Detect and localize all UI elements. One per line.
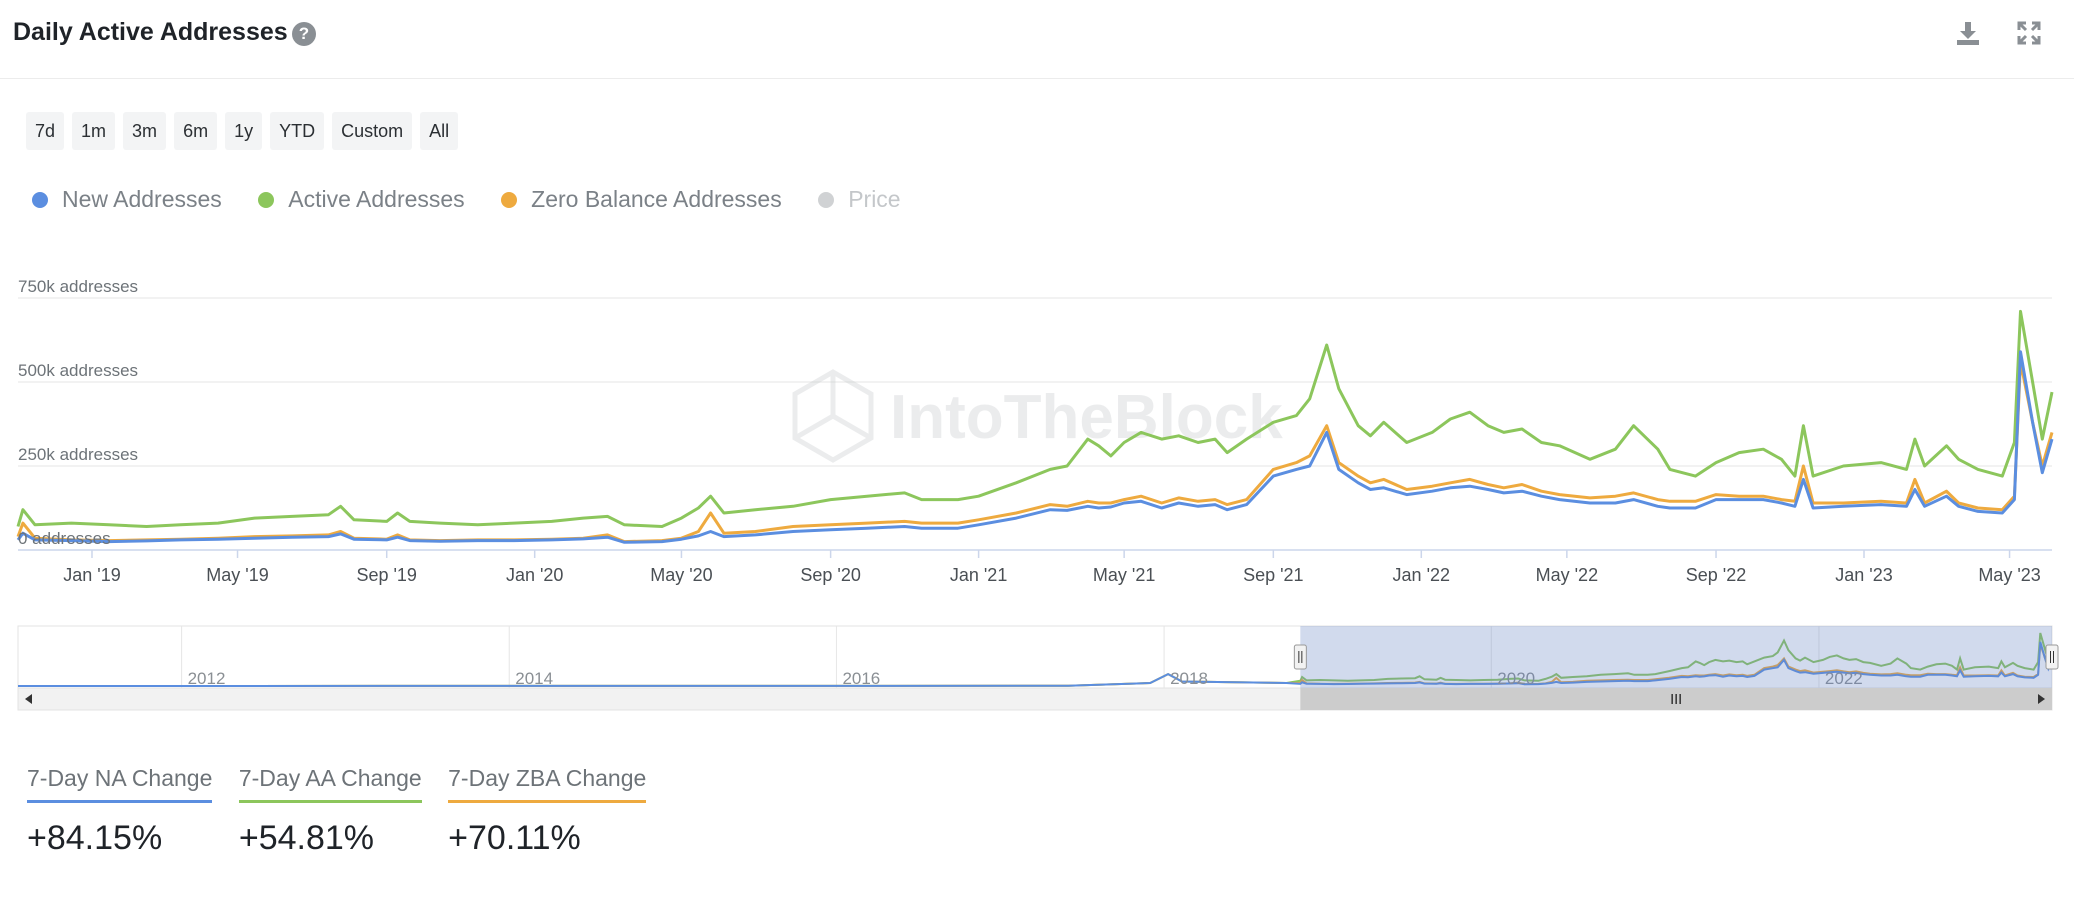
navigator-handle-left[interactable] <box>1293 644 1307 670</box>
main-chart[interactable]: IntoTheBlock 0 addresses 250k addresses 50… <box>0 260 2074 590</box>
x-tick-label: May '21 <box>1093 565 1155 585</box>
x-tick-label: Sep '19 <box>356 565 417 585</box>
scroll-left-arrow-icon[interactable] <box>25 694 32 704</box>
legend-label: Active Addresses <box>288 186 465 212</box>
navigator-year-label: 2020 <box>1497 669 1535 688</box>
legend-dot <box>501 192 518 208</box>
x-tick-label: May '22 <box>1536 565 1598 585</box>
stat-zba-change: 7-Day ZBA Change +70.11% <box>448 765 647 858</box>
x-tick-label: Sep '21 <box>1243 565 1304 585</box>
navigator-year-label: 2016 <box>842 669 880 688</box>
x-tick-label: Jan '19 <box>63 565 120 585</box>
series-layer <box>16 309 2054 544</box>
question-mark-icon[interactable]: ? <box>292 22 316 46</box>
range-selector: 7d 1m 3m 6m 1y YTD Custom All <box>26 112 466 150</box>
navigator-line-new-addresses <box>17 641 2053 687</box>
navigator-line-active-addresses <box>17 632 2053 687</box>
legend-label: New Addresses <box>62 186 222 212</box>
series-line-active-addresses[interactable] <box>16 309 2054 528</box>
range-6m-button[interactable]: 6m <box>174 112 218 150</box>
y-tick-label: 250k addresses <box>18 445 138 464</box>
stat-label: 7-Day AA Change <box>238 765 422 803</box>
range-all-button[interactable]: All <box>420 112 459 150</box>
x-tick-label: Sep '22 <box>1686 565 1747 585</box>
y-tick-label: 500k addresses <box>18 361 138 380</box>
range-ytd-button[interactable]: YTD <box>270 112 325 150</box>
x-tick-label: Jan '21 <box>950 565 1007 585</box>
range-7d-button[interactable]: 7d <box>26 112 65 150</box>
legend-dot <box>818 192 835 208</box>
y-axis-labels: 0 addresses 250k addresses 500k addresses 7… <box>18 277 138 548</box>
range-3m-button[interactable]: 3m <box>123 112 167 150</box>
stat-na-change: 7-Day NA Change +84.15% <box>27 765 213 858</box>
stat-value: +70.11% <box>448 819 581 857</box>
navigator-year-label: 2012 <box>188 669 226 688</box>
chart-legend: New Addresses Active Addresses Zero Bala… <box>32 186 933 216</box>
download-icon[interactable] <box>1953 18 1983 48</box>
navigator-selected-range[interactable] <box>1300 626 2052 688</box>
stat-label: 7-Day ZBA Change <box>448 765 647 803</box>
navigator-frame <box>17 625 2053 689</box>
legend-label: Price <box>848 186 901 212</box>
x-tick-label: Sep '20 <box>800 565 861 585</box>
range-custom-button[interactable]: Custom <box>332 112 413 150</box>
chart-header: Daily Active Addresses ? <box>0 0 2074 79</box>
range-1y-button[interactable]: 1y <box>225 112 263 150</box>
range-1m-button[interactable]: 1m <box>72 112 116 150</box>
change-stats: 7-Day NA Change +84.15% 7-Day AA Change … <box>27 765 668 858</box>
stat-value: +54.81% <box>238 819 375 857</box>
x-tick-label: May '19 <box>206 565 268 585</box>
navigator-year-label: 2022 <box>1825 669 1863 688</box>
legend-new-addresses[interactable]: New Addresses <box>32 186 222 213</box>
series-line-new-addresses[interactable] <box>16 350 2054 544</box>
stat-value: +84.15% <box>27 819 163 857</box>
stat-label: 7-Day NA Change <box>27 765 213 803</box>
navigator-background <box>17 625 2053 711</box>
navigator-series <box>17 632 2053 687</box>
legend-active-addresses[interactable]: Active Addresses <box>258 186 465 213</box>
legend-zero-balance-addresses[interactable]: Zero Balance Addresses <box>501 186 782 213</box>
x-tick-label: Jan '20 <box>506 565 563 585</box>
navigator-selection <box>25 626 2059 710</box>
legend-price[interactable]: Price <box>818 186 901 213</box>
expand-icon[interactable] <box>2014 18 2044 48</box>
navigator-handle-right[interactable] <box>2045 644 2059 670</box>
legend-dot <box>258 192 275 208</box>
stat-aa-change: 7-Day AA Change +54.81% <box>238 765 422 858</box>
watermark: IntoTheBlock <box>792 369 1283 463</box>
navigator[interactable]: 2012 2014 2016 2018 2020 2022 <box>0 620 2074 715</box>
y-tick-label: 750k addresses <box>18 277 138 296</box>
x-tick-label: Jan '23 <box>1835 565 1892 585</box>
navigator-year-labels: 2012 2014 2016 2018 2020 2022 <box>188 669 1863 688</box>
x-tick-label: May '23 <box>1978 565 2040 585</box>
x-tick-label: May '20 <box>650 565 712 585</box>
legend-dot <box>32 192 48 208</box>
chart-title: Daily Active Addresses <box>13 18 288 46</box>
x-axis-labels: Jan '19 May '19 Sep '19 Jan '20 May '20 Sep '… <box>63 550 2041 585</box>
y-tick-label: 0 addresses <box>18 529 111 548</box>
x-tick-label: Jan '22 <box>1393 565 1450 585</box>
scroll-right-arrow-icon[interactable] <box>2038 694 2045 704</box>
navigator-year-label: 2018 <box>1170 669 1208 688</box>
navigator-grid <box>181 626 1820 688</box>
navigator-year-label: 2014 <box>515 669 553 688</box>
legend-label: Zero Balance Addresses <box>531 186 782 212</box>
